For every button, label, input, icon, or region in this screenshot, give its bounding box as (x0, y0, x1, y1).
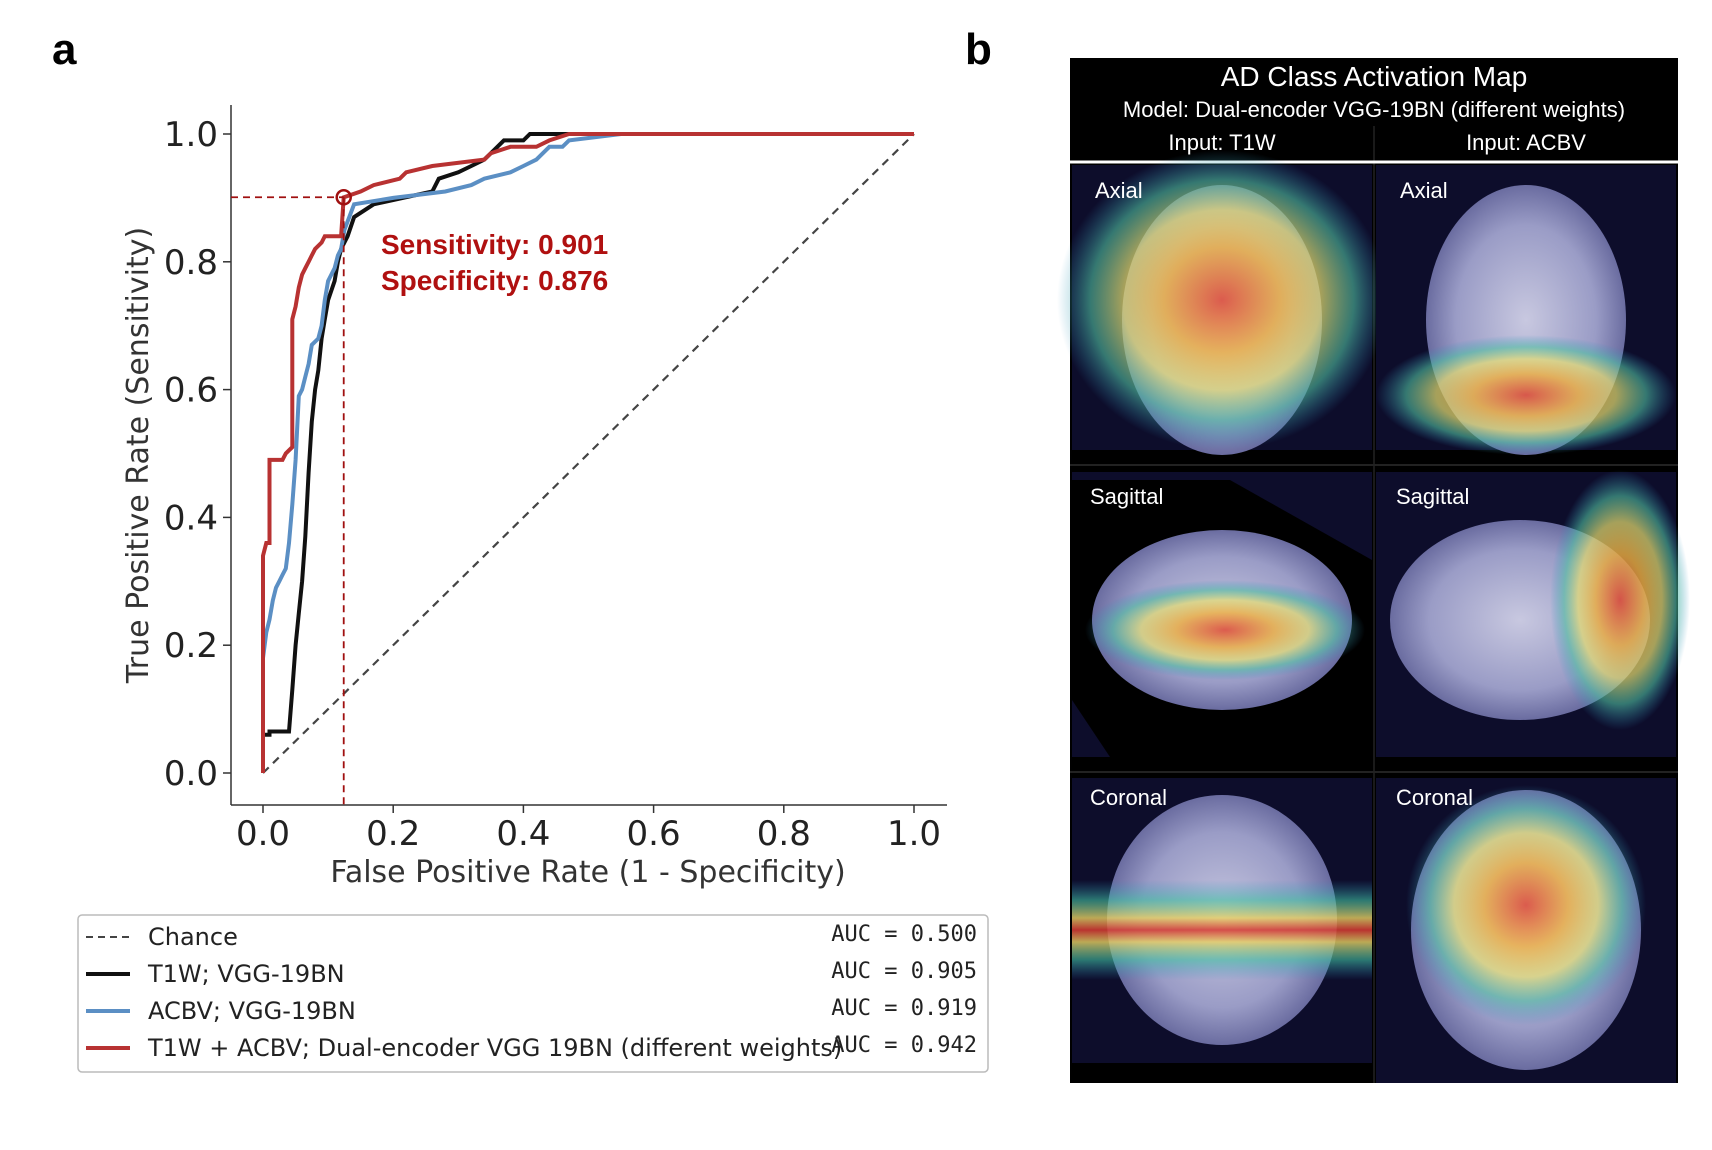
heatmap-sagittal-acbv (1550, 470, 1690, 730)
view-label: Axial (1095, 178, 1143, 203)
column-header-acbv: Input: ACBV (1466, 130, 1586, 155)
roc-curve-2 (261, 132, 914, 773)
operating-point-marker (335, 189, 352, 206)
legend-label: T1W + ACBV; Dual-encoder VGG 19BN (diffe… (147, 1034, 842, 1062)
heatmap-axial-t1w (1057, 150, 1387, 450)
roc-curve-0 (262, 133, 915, 774)
heatmap-axial-acbv (1376, 335, 1676, 455)
y-axis-label: True Positive Rate (Sensitivity) (121, 227, 156, 684)
x-tick-label: 0.4 (496, 814, 550, 854)
legend-label: T1W; VGG-19BN (147, 960, 345, 988)
view-label: Sagittal (1090, 484, 1163, 509)
legend-label: ACBV; VGG-19BN (148, 997, 356, 1025)
cam-cell-axial-acbv: Axial (1376, 165, 1676, 455)
legend-auc: AUC = 0.500 (831, 922, 977, 947)
y-tick-label: 0.0 (164, 754, 218, 794)
legend-auc: AUC = 0.905 (831, 959, 977, 984)
panel-letter-a: a (52, 25, 77, 74)
cam-cell-coronal-t1w: Coronal (1072, 778, 1372, 1083)
view-label: Coronal (1396, 785, 1473, 810)
heatmap-coronal-acbv (1406, 785, 1646, 1025)
cam-cell-sagittal-acbv: Sagittal (1376, 470, 1690, 757)
specificity-annotation: Specificity: 0.876 (381, 265, 608, 296)
legend-auc: AUC = 0.919 (831, 996, 977, 1021)
x-tick-label: 1.0 (887, 814, 941, 854)
roc-curve-3 (261, 132, 914, 773)
x-tick-label: 0.0 (236, 814, 290, 854)
panel-letter-b: b (965, 25, 992, 74)
cam-cell-sagittal-t1w: Sagittal (1072, 472, 1372, 757)
legend-auc: AUC = 0.942 (831, 1033, 977, 1058)
x-tick-label: 0.6 (627, 814, 681, 854)
heatmap-coronal-t1w (1072, 880, 1372, 980)
cam-title: AD Class Activation Map (1221, 61, 1528, 92)
x-tick-label: 0.8 (757, 814, 811, 854)
y-tick-label: 0.2 (164, 626, 218, 666)
cam-cell-coronal-acbv: Coronal (1376, 778, 1676, 1083)
activation-map-panel: AD Class Activation Map Model: Dual-enco… (1057, 58, 1690, 1083)
sensitivity-annotation: Sensitivity: 0.901 (381, 229, 608, 260)
y-tick-label: 1.0 (164, 115, 218, 155)
legend: Chance AUC = 0.500 T1W; VGG-19BN AUC = 0.90… (77, 914, 989, 1073)
cam-subtitle: Model: Dual-encoder VGG-19BN (different … (1123, 97, 1625, 122)
cam-cell-axial-t1w: Axial (1057, 150, 1387, 455)
view-label: Axial (1400, 178, 1448, 203)
y-tick-label: 0.4 (164, 498, 218, 538)
heatmap-sagittal-t1w (1085, 580, 1365, 680)
view-label: Sagittal (1396, 484, 1469, 509)
y-tick-label: 0.6 (164, 371, 218, 411)
y-tick-label: 0.8 (164, 243, 218, 283)
legend-label: Chance (148, 923, 238, 951)
view-label: Coronal (1090, 785, 1167, 810)
x-axis-label: False Positive Rate (1 - Specificity) (330, 855, 845, 890)
x-tick-label: 0.2 (366, 814, 420, 854)
roc-chart: 0.0 0.2 0.4 0.6 0.8 1.0 0.0 0.2 0.4 0.6 0.8 1.0 Fal… (121, 105, 947, 890)
legend-box (77, 914, 989, 1073)
